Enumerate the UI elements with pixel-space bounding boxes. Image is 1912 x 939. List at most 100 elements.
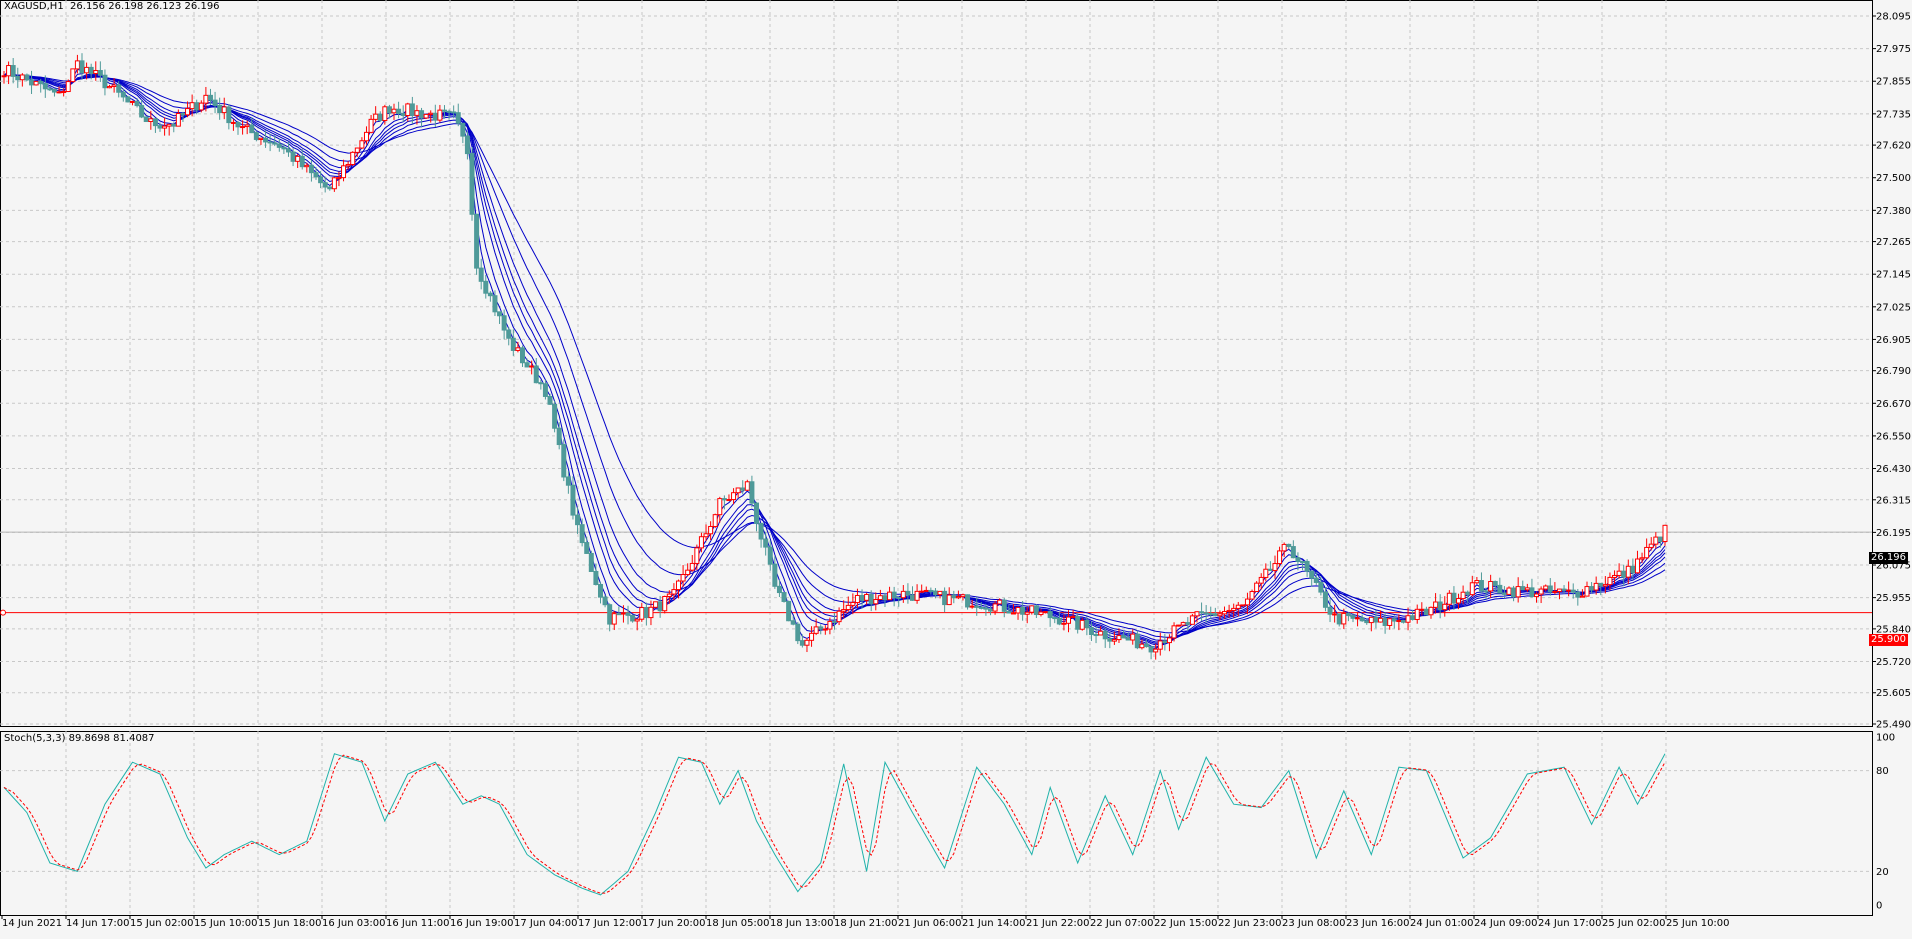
bear-candle-body <box>1423 608 1429 616</box>
bull-candle-body <box>822 628 828 631</box>
time-tick-label: 18 Jun 21:00 <box>834 918 898 929</box>
bull-candle-body <box>244 124 250 128</box>
bull-candle-body <box>1281 543 1287 552</box>
bull-candle-body <box>240 126 246 129</box>
bull-candle-body <box>1446 592 1452 605</box>
bull-candle-body <box>1171 625 1177 639</box>
bull-candle-body <box>1166 637 1172 644</box>
bear-candle-body <box>1162 640 1168 644</box>
price-tick-label: 25.490 <box>1876 720 1911 731</box>
bull-candle-body <box>175 113 181 127</box>
bear-candle-body <box>1107 638 1113 642</box>
bull-candle-body <box>1098 630 1104 636</box>
bull-candle-body <box>1222 611 1228 615</box>
bull-candle-body <box>634 618 640 622</box>
bear-candle-body <box>818 626 824 630</box>
bull-candle-body <box>1616 570 1622 576</box>
bear-candle-body <box>501 315 507 331</box>
bear-candle-body <box>1391 618 1397 622</box>
bull-candle-body <box>1634 558 1640 574</box>
bull-candle-body <box>1396 620 1402 623</box>
hline-price-tag[interactable]: 25.900 <box>1869 634 1908 646</box>
bull-candle-body <box>1566 589 1572 592</box>
bull-candle-body <box>359 140 365 149</box>
bear-candle-body <box>1529 587 1535 598</box>
stochastic-gridlines <box>0 770 1872 872</box>
bear-candle-body <box>772 563 778 587</box>
bear-candle-body <box>1020 606 1026 615</box>
price-tick-label: 27.025 <box>1876 302 1911 313</box>
bear-candle-body <box>139 105 145 118</box>
bear-candle-body <box>965 594 971 608</box>
bull-candle-body <box>1405 615 1411 623</box>
bull-candle-body <box>864 593 870 601</box>
bear-candle-body <box>400 113 406 117</box>
bear-candle-body <box>932 590 938 596</box>
bear-candle-body <box>657 601 663 612</box>
bull-candle-body <box>1625 565 1631 578</box>
bull-candle-body <box>671 589 677 595</box>
stochastic-main-line <box>3 753 1666 896</box>
bear-candle-body <box>1561 588 1567 591</box>
bull-candle-body <box>1355 617 1361 620</box>
bear-candle-body <box>1451 592 1457 604</box>
time-tick-label: 17 Jun 04:00 <box>514 918 578 929</box>
bull-candle-body <box>841 609 847 612</box>
time-tick-label: 15 Jun 02:00 <box>130 918 194 929</box>
time-tick-label: 16 Jun 03:00 <box>322 918 386 929</box>
bull-candle-body <box>354 147 360 153</box>
bull-candle-body <box>111 84 117 87</box>
bear-candle-body <box>464 135 470 155</box>
bull-candle-body <box>1254 582 1260 593</box>
price-tick-label: 26.075 <box>1876 561 1911 572</box>
bear-candle-body <box>905 590 911 596</box>
bull-candle-body <box>1258 576 1264 584</box>
bear-candle-body <box>276 143 282 148</box>
bull-candle-body <box>61 91 67 94</box>
bull-candle-body <box>56 91 62 94</box>
stochastic-axis: 100 80 20 0 <box>1876 733 1895 912</box>
bear-candle-body <box>327 186 333 190</box>
moving-average-line <box>3 73 1666 641</box>
candlestick-series <box>1 53 1668 660</box>
bull-candle-body <box>129 100 135 103</box>
bear-candle-body <box>253 132 259 140</box>
bear-candle-body <box>1350 615 1356 619</box>
bull-candle-body <box>189 102 195 110</box>
bull-candle-body <box>529 365 535 368</box>
bull-candle-body <box>997 599 1003 605</box>
bear-candle-body <box>910 594 916 601</box>
bull-candle-body <box>639 607 645 620</box>
bear-candle-body <box>506 329 512 339</box>
bull-candle-body <box>1194 611 1200 617</box>
bear-candle-body <box>308 164 314 174</box>
bear-candle-body <box>171 123 177 127</box>
bull-candle-body <box>1387 618 1393 626</box>
bear-candle-body <box>1478 580 1484 592</box>
price-tick-label: 25.605 <box>1876 688 1911 699</box>
bull-candle-body <box>813 626 819 634</box>
bull-candle-body <box>162 125 168 129</box>
bear-candle-body <box>1520 586 1526 591</box>
bull-candle-body <box>1515 586 1521 598</box>
bear-candle-body <box>1575 591 1581 598</box>
bear-candle-body <box>1327 606 1333 615</box>
price-tick-label: 27.145 <box>1876 270 1911 281</box>
bear-candle-body <box>455 112 461 124</box>
price-tick-label: 28.095 <box>1876 12 1911 23</box>
bear-candle-body <box>795 623 801 642</box>
bear-candle-body <box>1075 615 1081 630</box>
bear-candle-body <box>1056 617 1062 625</box>
bear-candle-body <box>1199 611 1205 614</box>
bear-candle-body <box>758 522 764 540</box>
bull-candle-body <box>1341 612 1347 625</box>
bull-candle-body <box>969 605 975 608</box>
horizontal-line[interactable] <box>0 609 1872 616</box>
bear-candle-body <box>441 109 447 112</box>
bear-candle-body <box>29 79 35 86</box>
bull-candle-body <box>960 594 966 598</box>
bear-candle-body <box>763 538 769 548</box>
bear-candle-body <box>533 365 539 384</box>
